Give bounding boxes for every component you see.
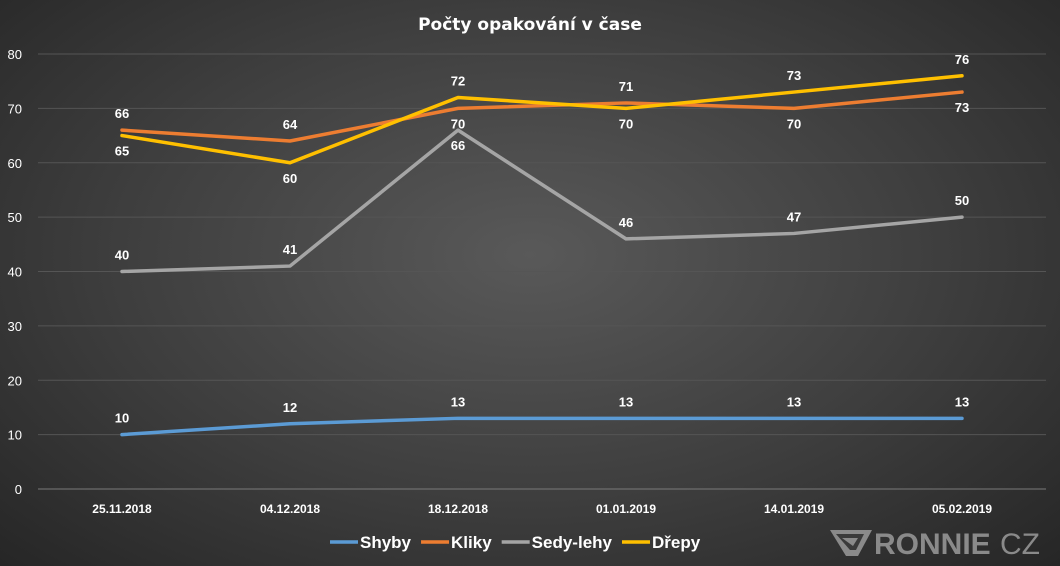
data-label: 64 <box>283 117 298 132</box>
data-label: 76 <box>955 52 969 67</box>
series-lines <box>120 74 964 437</box>
logo-text-bold: RONNIE <box>874 528 991 561</box>
data-label: 66 <box>451 138 465 153</box>
data-label: 71 <box>619 79 633 94</box>
series-line-0 <box>120 416 964 437</box>
y-tick-label: 0 <box>15 482 22 497</box>
y-tick-label: 70 <box>8 101 22 116</box>
x-tick-label: 04.12.2018 <box>260 502 320 516</box>
data-label: 70 <box>787 116 801 131</box>
y-tick-label: 10 <box>8 428 22 443</box>
y-tick-label: 60 <box>8 156 22 171</box>
data-label: 50 <box>955 193 969 208</box>
y-axis: 0 10 20 30 40 50 60 70 80 <box>8 47 22 497</box>
data-label: 70 <box>619 116 633 131</box>
legend-label: Sedy-lehy <box>532 533 613 552</box>
data-label: 47 <box>787 209 801 224</box>
data-label: 70 <box>451 116 465 131</box>
data-label: 13 <box>955 394 969 409</box>
data-label: 41 <box>283 242 297 257</box>
data-label: 13 <box>451 394 465 409</box>
legend-label: Shyby <box>360 533 412 552</box>
x-tick-label: 18.12.2018 <box>428 502 488 516</box>
data-label: 12 <box>283 400 297 415</box>
data-label: 13 <box>619 394 633 409</box>
data-label: 73 <box>787 68 801 83</box>
y-tick-label: 30 <box>8 319 22 334</box>
data-label: 66 <box>115 106 129 121</box>
data-label: 40 <box>115 248 129 263</box>
series-line-1 <box>120 90 964 143</box>
y-tick-label: 40 <box>8 265 22 280</box>
data-label: 46 <box>619 215 633 230</box>
data-label: 65 <box>115 144 129 159</box>
x-axis: 25.11.2018 04.12.2018 18.12.2018 01.01.2019… <box>92 502 992 516</box>
y-tick-label: 80 <box>8 47 22 62</box>
gridlines <box>38 53 1046 490</box>
data-label: 73 <box>955 100 969 115</box>
data-label: 60 <box>283 171 297 186</box>
data-labels: 10 12 13 13 13 13 66 64 70 71 70 73 40 41 66 46 47 50 65 60… <box>115 52 969 426</box>
x-tick-label: 01.01.2019 <box>596 502 656 516</box>
x-tick-label: 14.01.2019 <box>764 502 824 516</box>
legend: Shyby Kliky Sedy-lehy Dřepy <box>330 533 701 552</box>
series-line-3 <box>120 74 964 165</box>
logo-text-light: CZ <box>1000 528 1040 561</box>
legend-label: Dřepy <box>652 533 701 552</box>
y-tick-label: 50 <box>8 210 22 225</box>
x-tick-label: 25.11.2018 <box>92 502 152 516</box>
chart-title: Počty opakování v čase <box>418 15 642 35</box>
data-label: 10 <box>115 411 129 426</box>
logo: RONNIE CZ <box>830 528 1040 561</box>
series-line-2 <box>120 128 964 274</box>
data-label: 13 <box>787 394 801 409</box>
data-label: 72 <box>451 74 465 89</box>
legend-label: Kliky <box>451 533 492 552</box>
x-tick-label: 05.02.2019 <box>932 502 992 516</box>
ronnie-arrow-icon <box>830 530 872 556</box>
y-tick-label: 20 <box>8 373 22 388</box>
